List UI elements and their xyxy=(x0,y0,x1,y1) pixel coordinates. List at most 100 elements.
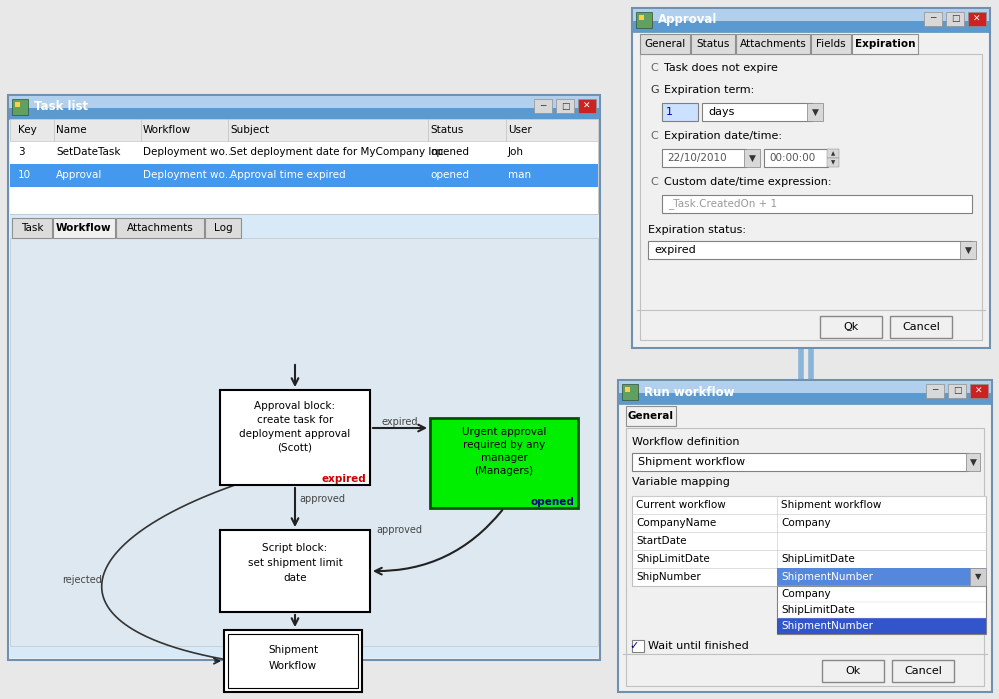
Text: Workflow: Workflow xyxy=(269,661,317,671)
Bar xyxy=(811,34,851,54)
Text: Joh: Joh xyxy=(508,147,524,157)
Text: ▼: ▼ xyxy=(975,572,981,582)
Bar xyxy=(892,660,954,682)
Bar xyxy=(764,149,828,167)
Text: Script block:: Script block: xyxy=(263,543,328,553)
Bar xyxy=(924,12,942,26)
Bar xyxy=(10,238,598,646)
Text: ─: ─ xyxy=(930,15,936,24)
Text: 3: 3 xyxy=(18,147,25,157)
Bar xyxy=(648,241,972,259)
Text: (Managers): (Managers) xyxy=(475,466,533,476)
Bar xyxy=(822,660,884,682)
Text: Run workflow: Run workflow xyxy=(644,386,734,398)
Bar xyxy=(9,108,599,119)
Bar xyxy=(10,164,598,187)
Text: Cancel: Cancel xyxy=(902,322,940,332)
Bar xyxy=(632,453,968,471)
Bar xyxy=(10,119,598,214)
Text: days: days xyxy=(708,107,734,117)
Text: opened: opened xyxy=(530,497,574,507)
Bar xyxy=(827,149,839,158)
Text: Deployment wo...: Deployment wo... xyxy=(143,170,235,180)
Text: Company: Company xyxy=(781,589,830,599)
Text: Workflow: Workflow xyxy=(143,125,191,135)
Bar xyxy=(966,453,980,471)
Bar xyxy=(960,241,976,259)
Text: date: date xyxy=(284,573,307,583)
Text: ▼: ▼ xyxy=(970,458,976,466)
Text: Name: Name xyxy=(56,125,87,135)
Bar xyxy=(534,99,552,113)
Text: Company: Company xyxy=(781,518,830,528)
Bar xyxy=(640,34,690,54)
Text: ShipmentNumber: ShipmentNumber xyxy=(781,621,873,631)
Bar xyxy=(736,34,810,54)
Bar xyxy=(220,530,370,612)
Text: Workflow definition: Workflow definition xyxy=(632,437,739,447)
Text: rejected: rejected xyxy=(62,575,102,585)
Bar xyxy=(970,568,986,586)
Text: Status: Status xyxy=(696,39,729,49)
Text: C: C xyxy=(650,131,657,141)
Bar xyxy=(220,390,370,485)
Text: expired: expired xyxy=(382,417,419,427)
Text: Ok: Ok xyxy=(843,322,858,332)
Text: deployment approval: deployment approval xyxy=(240,429,351,439)
Bar xyxy=(205,218,241,238)
Bar xyxy=(626,428,984,686)
Text: ShipmentNumber: ShipmentNumber xyxy=(781,572,873,582)
Text: Status: Status xyxy=(430,125,464,135)
Text: Task list: Task list xyxy=(34,101,88,113)
Text: G: G xyxy=(650,85,658,95)
Text: □: □ xyxy=(560,101,569,110)
Bar xyxy=(632,8,990,348)
Text: Attachments: Attachments xyxy=(739,39,806,49)
Text: Expiration status:: Expiration status: xyxy=(648,225,746,235)
Text: ✕: ✕ xyxy=(583,101,590,110)
Text: Cancel: Cancel xyxy=(904,666,942,676)
Text: □: □ xyxy=(953,387,961,396)
Text: Approval: Approval xyxy=(56,170,102,180)
Text: ShipLimitDate: ShipLimitDate xyxy=(781,605,855,615)
Bar xyxy=(662,195,972,213)
Text: Set deployment date for MyCompany Inc.: Set deployment date for MyCompany Inc. xyxy=(230,147,448,157)
Text: required by any: required by any xyxy=(463,440,545,450)
Bar xyxy=(633,9,989,21)
Bar xyxy=(662,149,746,167)
Bar xyxy=(926,384,944,398)
Bar xyxy=(116,218,204,238)
Text: opened: opened xyxy=(430,170,469,180)
Bar xyxy=(10,141,598,164)
Text: Expiration: Expiration xyxy=(855,39,915,49)
Bar xyxy=(946,12,964,26)
Text: create task for: create task for xyxy=(257,415,333,425)
Bar xyxy=(12,218,52,238)
Text: set shipment limit: set shipment limit xyxy=(248,558,343,568)
Bar xyxy=(619,393,991,404)
Text: ▼: ▼ xyxy=(748,154,755,162)
Bar xyxy=(968,12,986,26)
Text: ShipLimitDate: ShipLimitDate xyxy=(781,554,855,564)
Bar xyxy=(8,95,600,660)
Bar xyxy=(777,568,986,586)
Bar xyxy=(702,103,812,121)
Text: Expiration date/time:: Expiration date/time: xyxy=(664,131,782,141)
Text: ─: ─ xyxy=(932,387,938,396)
Text: Shipment workflow: Shipment workflow xyxy=(638,457,745,467)
Text: Current workflow: Current workflow xyxy=(636,500,725,510)
Text: manager: manager xyxy=(481,453,527,463)
Text: Attachments: Attachments xyxy=(127,223,194,233)
Bar xyxy=(777,586,986,634)
Bar xyxy=(807,103,823,121)
Text: Urgent approval: Urgent approval xyxy=(462,427,546,437)
Bar xyxy=(633,21,989,32)
Text: Key: Key xyxy=(18,125,37,135)
Text: Wait until finished: Wait until finished xyxy=(648,641,748,651)
Text: StartDate: StartDate xyxy=(636,536,686,546)
Bar xyxy=(12,99,28,115)
Text: ▼: ▼ xyxy=(811,108,818,117)
Text: ▼: ▼ xyxy=(965,245,971,254)
Text: Deployment wo...: Deployment wo... xyxy=(143,147,235,157)
Bar xyxy=(53,218,115,238)
